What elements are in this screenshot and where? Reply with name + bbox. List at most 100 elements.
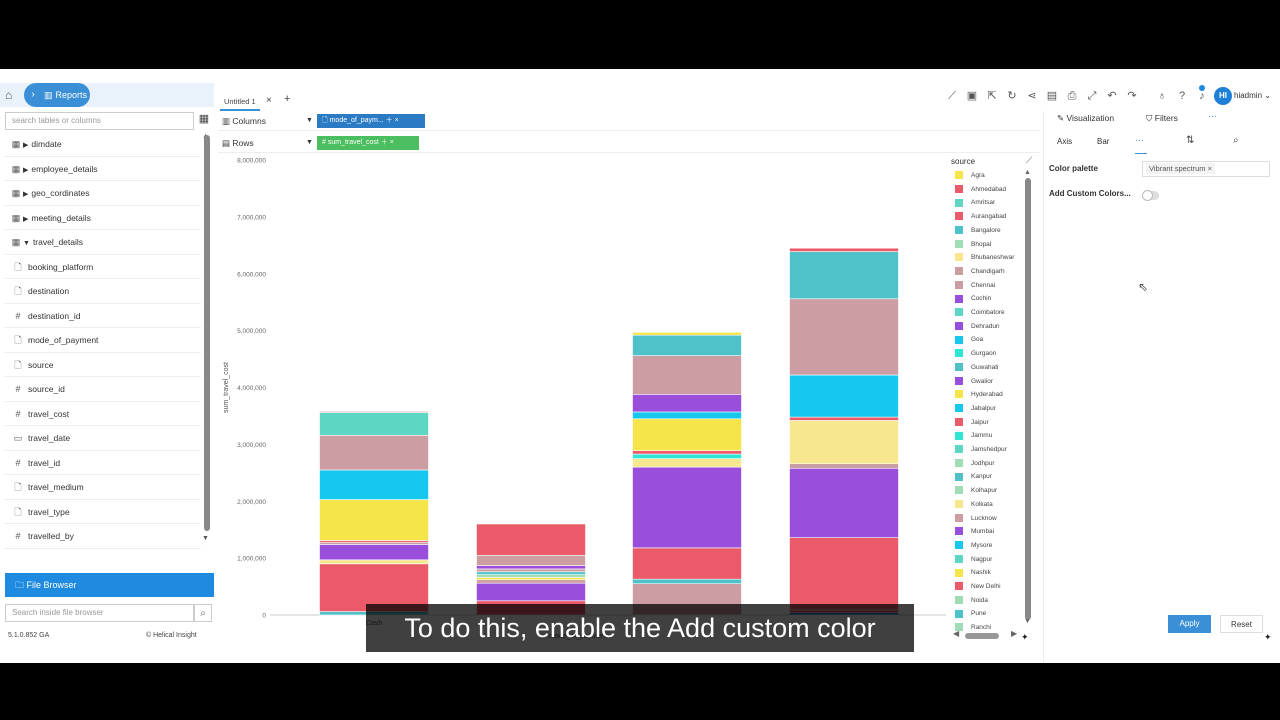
subtab-bar[interactable]: Bar	[1097, 137, 1110, 146]
tree-item-travel-id[interactable]: # travel_id	[5, 451, 201, 475]
sidebar-scrollbar[interactable]	[204, 135, 210, 531]
tree-item-travel-cost[interactable]: # travel_cost	[5, 402, 201, 426]
legend-item[interactable]: Jabalpur	[955, 404, 996, 418]
close-tab-icon[interactable]: ×	[266, 95, 272, 106]
legend-item[interactable]: Bangalore	[955, 226, 1001, 240]
undo-icon[interactable]: ↶	[1107, 90, 1117, 102]
lightbulb-icon[interactable]: ♁	[1157, 90, 1167, 102]
legend-item[interactable]: Jamshedpur	[955, 445, 1007, 459]
sort-icon[interactable]: ⇅	[1186, 135, 1195, 146]
legend-item[interactable]: Noida	[955, 595, 988, 610]
legend-item[interactable]: Ahmedabad	[955, 184, 1006, 199]
grid-view-icon[interactable]: ▦	[198, 113, 210, 125]
legend-item[interactable]: Mumbai	[955, 527, 994, 541]
legend-item[interactable]: Kolkata	[955, 500, 993, 514]
legend-item[interactable]: Bhubaneshwar	[955, 253, 1014, 267]
tree-item-employee-details[interactable]: ▦ ▶ employee_details	[5, 157, 201, 181]
file-browser-button[interactable]: 🗀 File Browser	[5, 573, 214, 597]
breadcrumb-reports[interactable]: ▥ Reports	[42, 83, 90, 107]
export-icon[interactable]: ⇱	[987, 90, 997, 102]
subtab-more[interactable]: ···	[1135, 135, 1144, 145]
avatar[interactable]: HI	[1214, 87, 1232, 105]
legend-item[interactable]: Amritsar	[955, 198, 995, 212]
tree-item-geo-cordinates[interactable]: ▦ ▶ geo_cordinates	[5, 181, 201, 206]
rows-pill[interactable]: # sum_travel_cost ＋ ×	[317, 136, 419, 150]
search-files-input[interactable]: Search inside file browser	[5, 604, 194, 622]
tree-item-source[interactable]: 🗋 source	[5, 353, 201, 377]
caret-down-icon[interactable]: ▼	[23, 240, 30, 247]
remove-chip-icon[interactable]: ×	[1207, 164, 1213, 173]
legend-item[interactable]: Ranchi	[955, 623, 991, 637]
apply-button[interactable]: Apply	[1168, 615, 1211, 633]
legend-scrollbar[interactable]	[1025, 178, 1031, 620]
legend-item[interactable]: Nashik	[955, 568, 991, 582]
tree-item-travel-type[interactable]: 🗋 travel_type	[5, 500, 201, 524]
legend-item[interactable]: Lucknow	[955, 513, 997, 528]
legend-item[interactable]: Kolhapur	[955, 486, 997, 500]
add-tab-button[interactable]: +	[284, 93, 291, 105]
tree-item-destination[interactable]: 🗋 destination	[5, 279, 201, 304]
username-menu[interactable]: hiadmin ⌄	[1234, 91, 1271, 100]
tree-item-travel-medium[interactable]: 🗋 travel_medium	[5, 475, 201, 500]
tree-item-source-id[interactable]: # source_id	[5, 377, 201, 402]
legend-item[interactable]: Gwalior	[955, 376, 993, 391]
color-palette-chip[interactable]: Vibrant spectrum ×	[1146, 163, 1216, 174]
scroll-down-icon[interactable]: ▼	[202, 535, 209, 542]
legend-item[interactable]: Coimbatore	[955, 308, 1005, 322]
legend-item[interactable]: Cochin	[955, 294, 991, 308]
tree-item-mode-of-payment[interactable]: 🗋 mode_of_payment	[5, 328, 201, 353]
fullscreen-icon[interactable]: ⤢	[1087, 90, 1097, 102]
tree-item-travel-details[interactable]: ▦ ▼ travel_details	[5, 230, 201, 255]
legend-item[interactable]: Agra	[955, 171, 985, 185]
legend-item[interactable]: Mysore	[955, 541, 992, 555]
tree-item-booking-platform[interactable]: 🗋 booking_platform	[5, 255, 201, 279]
tab-filters[interactable]: ⛉ Filters	[1146, 113, 1178, 123]
scroll-right-icon[interactable]: ▶	[1011, 629, 1018, 638]
caret-right-icon[interactable]: ▶	[23, 166, 29, 174]
legend-item[interactable]: New Delhi	[955, 582, 1001, 596]
legend-scroll-down-icon[interactable]: ▼	[1024, 618, 1031, 625]
legend-item[interactable]: Kanpur	[955, 472, 992, 486]
chart-type-icon[interactable]: ⟋	[948, 90, 956, 102]
tab-visualization[interactable]: ✎ Visualization	[1057, 113, 1115, 123]
breadcrumb-chevron-icon[interactable]: ›	[24, 83, 42, 107]
tree-item-dimdate[interactable]: ▦ ▶ dimdate	[5, 132, 201, 157]
legend-item[interactable]: Jaipur	[955, 417, 989, 432]
caret-right-icon[interactable]: ▶	[23, 215, 29, 223]
print-icon[interactable]: ⎙	[1067, 90, 1077, 102]
search-icon[interactable]: ⌕	[1233, 135, 1239, 146]
pin-icon[interactable]: ✦	[1021, 632, 1029, 642]
help-icon[interactable]: ?	[1178, 90, 1186, 102]
home-icon[interactable]: ⌂	[5, 88, 13, 102]
save-icon[interactable]: ▣	[966, 90, 978, 102]
columns-pill[interactable]: 🗋 mode_of_paym... ＋ ×	[317, 114, 425, 128]
tab-untitled-1[interactable]: Untitled 1	[220, 93, 260, 111]
bell-icon[interactable]: ♪	[1199, 90, 1205, 102]
legend-item[interactable]: Aurangabad	[955, 212, 1006, 226]
tree-item-meeting-details[interactable]: ▦ ▶ meeting_details	[5, 206, 201, 230]
legend-item[interactable]: Chandigarh	[955, 267, 1005, 281]
legend-item[interactable]: Pune	[955, 609, 986, 623]
search-tables-input[interactable]: search tables or columns	[5, 112, 194, 130]
caret-right-icon[interactable]: ▶	[23, 191, 29, 198]
legend-item[interactable]: Dehradun	[955, 321, 1000, 336]
legend-scroll-up-icon[interactable]: ▲	[1024, 169, 1031, 176]
subtab-axis[interactable]: Axis	[1057, 137, 1073, 146]
layout-icon[interactable]: ▤	[1046, 90, 1058, 102]
zoom-icon[interactable]: ⟋	[1026, 155, 1033, 165]
legend-item[interactable]: Goa	[955, 335, 983, 349]
pin-panel-icon[interactable]: ✦	[1264, 632, 1272, 642]
reset-button[interactable]: Reset	[1220, 615, 1263, 633]
rows-dropdown-icon[interactable]: ▼	[306, 139, 313, 146]
tree-item-travel-date[interactable]: ▭ travel_date	[5, 426, 201, 451]
columns-dropdown-icon[interactable]: ▼	[306, 117, 313, 124]
legend-item[interactable]: Hyderabad	[955, 390, 1003, 404]
legend-item[interactable]: Jodhpur	[955, 458, 995, 473]
refresh-icon[interactable]: ↻	[1007, 90, 1017, 102]
tree-item-destination-id[interactable]: # destination_id	[5, 304, 201, 328]
color-palette-select[interactable]	[1142, 161, 1270, 177]
tree-item-travelled-by[interactable]: # travelled_by	[5, 524, 201, 549]
tab-more[interactable]: ···	[1208, 111, 1217, 121]
caret-right-icon[interactable]: ▶	[23, 142, 29, 149]
legend-item[interactable]: Nagpur	[955, 554, 992, 569]
